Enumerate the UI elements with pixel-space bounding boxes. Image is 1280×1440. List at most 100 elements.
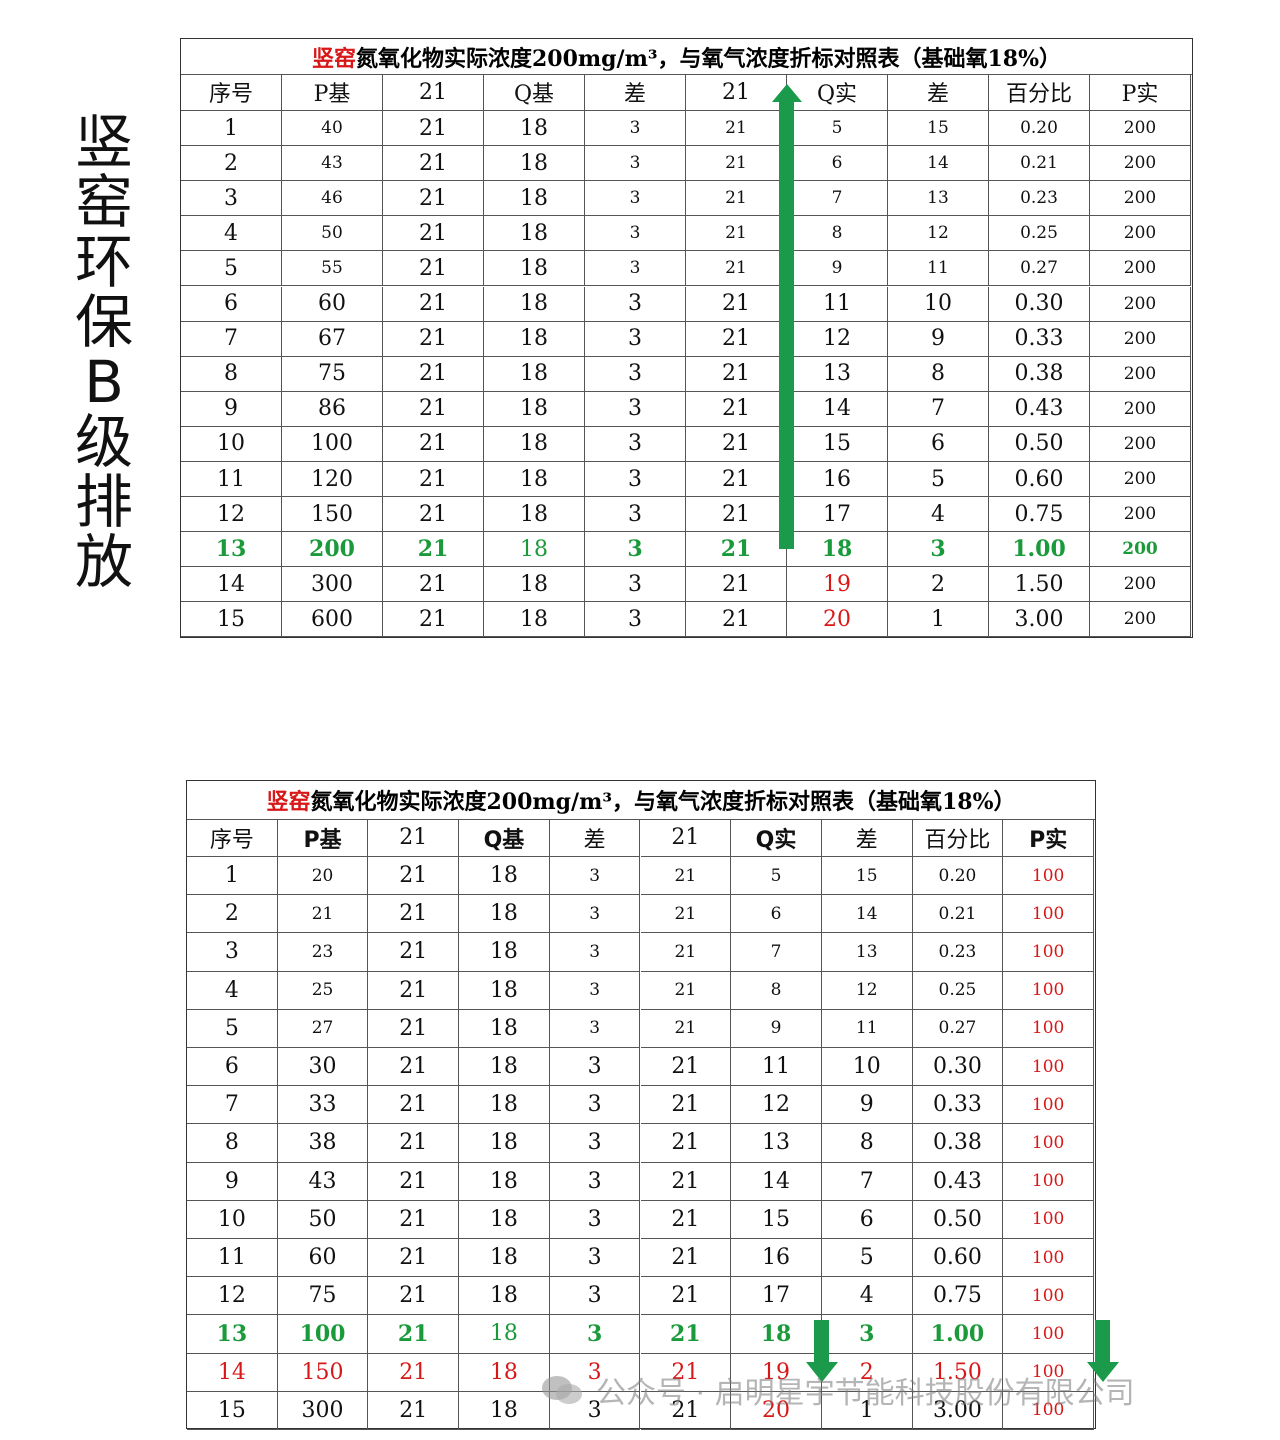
table-cell: 67	[282, 321, 383, 357]
table-cell: 14	[187, 1353, 278, 1392]
table-cell: 21	[686, 146, 787, 182]
table-cell: 3	[585, 602, 686, 638]
table: 竖窑 氮氧化物实际浓度200mg/m³，与氧气浓度折标对照表（基础氧18%） 序号 P…	[180, 38, 1193, 638]
table-cell: 21	[383, 426, 484, 462]
table-cell: 3	[585, 532, 686, 568]
table-cell: 100	[1003, 933, 1094, 972]
table-cell: 3	[585, 567, 686, 603]
table-cell: 12	[187, 1277, 278, 1316]
table-cell: 5	[821, 1239, 913, 1278]
table-cell: 100	[277, 1315, 369, 1354]
table-cell: 11	[187, 1239, 278, 1278]
table-cell: 21	[640, 1048, 732, 1087]
table-cell: 18	[459, 971, 550, 1010]
table-cell: 3	[888, 532, 989, 568]
table-cell: 21	[686, 181, 787, 217]
table-cell: 21	[640, 895, 732, 934]
table-cell: 9	[821, 1086, 913, 1125]
table-cell: 33	[277, 1086, 369, 1125]
table-cell: 6	[731, 895, 822, 934]
table-cell: 200	[1090, 356, 1191, 392]
table-cell: 200	[1090, 497, 1191, 533]
table-cell: 21	[640, 933, 732, 972]
table: 竖窑 氮氧化物实际浓度200mg/m³，与氧气浓度折标对照表（基础氧18%） 序号 P…	[186, 780, 1096, 1430]
table-cell: 21	[368, 857, 460, 896]
table-cell: 21	[640, 1009, 732, 1048]
table-cell: 120	[282, 462, 383, 498]
header-cell: 差	[821, 819, 913, 857]
table-cell: 55	[282, 251, 383, 287]
table-cell: 12	[787, 321, 888, 357]
header-cell: 百分比	[912, 819, 1004, 857]
table-cell: 21	[368, 1124, 460, 1163]
table-cell: 0.25	[989, 216, 1090, 252]
table-cell: 21	[640, 1277, 732, 1316]
table-cell: 21	[686, 111, 787, 147]
table-cell: 11	[821, 1009, 913, 1048]
table-cell: 13	[731, 1124, 822, 1163]
table-cell: 30	[277, 1048, 369, 1087]
title-text: 氮氧化物实际浓度200mg/m³，与氧气浓度折标对照表（基础氧18%）	[355, 45, 1062, 72]
table-cell: 0.75	[989, 497, 1090, 533]
table-cell: 50	[277, 1200, 369, 1239]
table-cell: 200	[1090, 321, 1191, 357]
table-cell: 20	[787, 602, 888, 638]
table-cell: 200	[1090, 567, 1191, 603]
table-cell: 100	[1003, 857, 1094, 896]
table-cell: 200	[1090, 216, 1191, 252]
table-cell: 4	[888, 497, 989, 533]
table-cell: 21	[686, 356, 787, 392]
table-cell: 8	[731, 971, 822, 1010]
table-cell: 3	[549, 857, 641, 896]
table-cell: 18	[484, 286, 585, 322]
table-cell: 3.00	[989, 602, 1090, 638]
table-cell: 2	[888, 567, 989, 603]
table-cell: 21	[368, 1162, 460, 1201]
table-cell: 18	[484, 216, 585, 252]
table-cell: 0.25	[912, 971, 1004, 1010]
table-cell: 5	[888, 462, 989, 498]
table-cell: 18	[484, 146, 585, 182]
header-cell: 差	[549, 819, 641, 857]
table-cell: 8	[787, 216, 888, 252]
table-cell: 18	[484, 356, 585, 392]
table-cell: 10	[821, 1048, 913, 1087]
table-cell: 6	[888, 426, 989, 462]
table-cell: 21	[368, 1277, 460, 1316]
table-cell: 0.33	[989, 321, 1090, 357]
table-cell: 21	[686, 216, 787, 252]
header-cell: P实	[1003, 819, 1094, 857]
table-cell: 13	[888, 181, 989, 217]
table-cell: 13	[187, 1315, 278, 1354]
table-cell: 86	[282, 391, 383, 427]
header-cell: Q实	[787, 74, 888, 111]
table-cell: 0.43	[912, 1162, 1004, 1201]
header-cell: 差	[585, 74, 686, 111]
table-cell: 2	[181, 146, 282, 182]
table-cell: 3	[549, 971, 641, 1010]
table-cell: 0.33	[912, 1086, 1004, 1125]
table-cell: 15	[821, 857, 913, 896]
table-cell: 3	[585, 181, 686, 217]
table-cell: 21	[686, 391, 787, 427]
table-cell: 3	[585, 321, 686, 357]
table-cell: 8	[181, 356, 282, 392]
header-cell: 百分比	[989, 74, 1090, 111]
table-cell: 200	[1090, 602, 1191, 638]
table-cell: 43	[277, 1162, 369, 1201]
table-cell: 21	[368, 1315, 460, 1354]
table-cell: 18	[787, 532, 888, 568]
header-cell: P基	[282, 74, 383, 111]
table-cell: 9	[181, 391, 282, 427]
table-cell: 18	[459, 1162, 550, 1201]
table-cell: 21	[686, 497, 787, 533]
table-cell: 21	[368, 1239, 460, 1278]
table-cell: 21	[640, 1391, 732, 1430]
table-cell: 3	[585, 146, 686, 182]
table-cell: 1.50	[989, 567, 1090, 603]
table-cell: 18	[484, 497, 585, 533]
table-cell: 21	[368, 971, 460, 1010]
table-cell: 0.23	[989, 181, 1090, 217]
table-cell: 200	[1090, 426, 1191, 462]
table-cell: 10	[181, 426, 282, 462]
